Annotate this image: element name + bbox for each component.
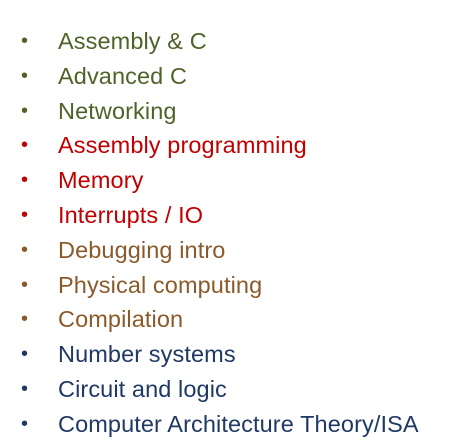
list-item: • Interrupts / IO (0, 198, 472, 233)
bullet-icon: • (21, 308, 29, 331)
list-item-label: Networking (58, 97, 177, 124)
list-item-label: Number systems (58, 341, 236, 368)
list-item-label: Assembly programming (58, 132, 307, 159)
list-item-label: Computer Architecture Theory/ISA (58, 410, 419, 437)
bullet-icon: • (21, 343, 29, 366)
bullet-icon: • (21, 30, 29, 52)
list-item-label: Physical computing (58, 271, 263, 298)
list-item: • Networking (0, 94, 472, 129)
list-item-label: Circuit and logic (58, 375, 227, 402)
topic-list: • Assembly & C • Advanced C • Networking… (0, 24, 472, 442)
bullet-icon: • (21, 273, 29, 296)
list-item-label: Memory (58, 167, 144, 194)
list-item: • Advanced C (0, 59, 472, 94)
list-item: • Assembly & C (0, 24, 472, 59)
list-item: • Debugging intro (0, 233, 472, 268)
list-item: • Number systems (0, 337, 472, 372)
list-item-label: Assembly & C (58, 28, 207, 54)
bullet-icon: • (21, 134, 29, 157)
list-item-label: Interrupts / IO (58, 201, 204, 228)
bullet-icon: • (21, 203, 29, 226)
list-item: • Memory (0, 163, 472, 198)
bullet-icon: • (21, 412, 29, 435)
bullet-icon: • (21, 64, 29, 87)
list-item: • Assembly programming (0, 128, 472, 163)
list-item: • Circuit and logic (0, 372, 472, 407)
bullet-icon: • (21, 238, 29, 261)
list-item: • Compilation (0, 302, 472, 337)
list-item-label: Compilation (58, 306, 184, 333)
bullet-icon: • (21, 99, 29, 122)
list-item-label: Advanced C (58, 62, 188, 89)
list-item-label: Debugging intro (58, 236, 226, 263)
bullet-icon: • (21, 377, 29, 400)
list-item: • Physical computing (0, 268, 472, 303)
bullet-icon: • (21, 169, 29, 192)
list-item: • Computer Architecture Theory/ISA (0, 407, 472, 442)
